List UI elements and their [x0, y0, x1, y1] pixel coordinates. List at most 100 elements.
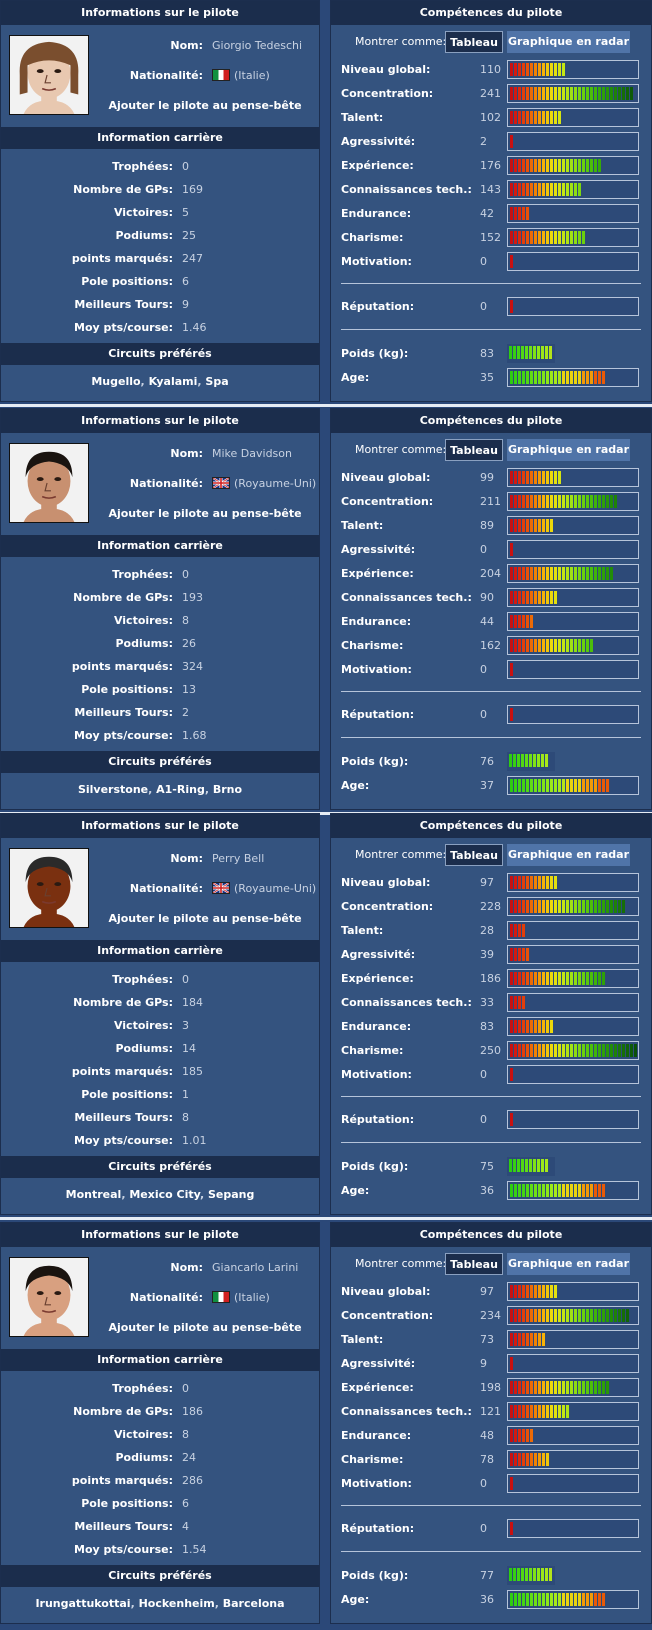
bar-segment — [518, 1285, 521, 1298]
bar-fill — [510, 1020, 553, 1033]
bar-segment — [514, 639, 517, 652]
reputation-value: 0 — [480, 1522, 487, 1535]
bar-segment — [622, 1309, 625, 1322]
bar-segment — [510, 876, 513, 889]
wins-row-label: Victoires: — [113, 206, 173, 219]
bar-segment — [526, 111, 529, 124]
bar-segment — [554, 1044, 557, 1057]
bar-fill — [510, 639, 593, 652]
bar-segment — [594, 779, 597, 792]
bar-segment — [554, 111, 557, 124]
driver-skills-panel: Compétences du pilote Montrer comme: Table… — [330, 0, 652, 402]
skill-value-charisma: 162 — [480, 639, 501, 652]
driver-portrait — [9, 443, 89, 523]
bar-segment — [586, 639, 589, 652]
bar-segment — [525, 1159, 528, 1172]
age-value: 37 — [480, 779, 494, 792]
bar-segment — [578, 1044, 581, 1057]
radar-view-button[interactable]: Graphique en radar — [507, 1253, 630, 1275]
add-to-memo-link[interactable]: Ajouter le pilote au pense-bête — [108, 912, 302, 925]
bar-segment — [510, 207, 513, 220]
table-view-button[interactable]: Tableau — [445, 439, 503, 461]
skill-bar — [507, 1590, 639, 1609]
podiums-row-label: Podiums: — [115, 637, 173, 650]
bar-segment — [510, 779, 513, 792]
bar-segment — [514, 876, 517, 889]
bar-segment — [550, 471, 553, 484]
bar-segment — [518, 1405, 521, 1418]
bar-segment — [510, 615, 513, 628]
bar-segment — [582, 1381, 585, 1394]
bar-segment — [566, 1381, 569, 1394]
bar-segment — [566, 371, 569, 384]
bar-segment — [590, 639, 593, 652]
bar-segment — [558, 495, 561, 508]
bar-segment — [558, 231, 561, 244]
bar-segment — [526, 615, 529, 628]
podiums-row-label: Podiums: — [115, 1042, 173, 1055]
bar-segment — [509, 1568, 512, 1581]
bar-segment — [542, 1333, 545, 1346]
table-view-button[interactable]: Tableau — [445, 1253, 503, 1275]
bar-segment — [518, 639, 521, 652]
table-view-button[interactable]: Tableau — [445, 31, 503, 53]
bar-segment — [526, 1593, 529, 1606]
skill-bar — [507, 660, 639, 679]
bar-segment — [549, 1568, 552, 1581]
bar-segment — [534, 87, 537, 100]
bar-segment — [522, 639, 525, 652]
add-to-memo-link[interactable]: Ajouter le pilote au pense-bête — [108, 1321, 302, 1334]
bar-segment — [518, 371, 521, 384]
radar-view-button[interactable]: Graphique en radar — [507, 31, 630, 53]
favorite-circuits: Silverstone, A1-Ring, Brno — [1, 783, 319, 796]
bar-segment — [510, 135, 513, 148]
bar-segment — [538, 371, 541, 384]
bar-segment — [554, 471, 557, 484]
bar-segment — [530, 87, 533, 100]
radar-view-button[interactable]: Graphique en radar — [507, 844, 630, 866]
bar-fill — [510, 1309, 629, 1322]
skill-value-talent: 102 — [480, 111, 501, 124]
driver-portrait — [9, 1257, 89, 1337]
bar-segment — [546, 1285, 549, 1298]
add-to-memo-link[interactable]: Ajouter le pilote au pense-bête — [108, 99, 302, 112]
bar-segment — [514, 1333, 517, 1346]
bar-fill — [510, 1044, 637, 1057]
skill-bar — [507, 1181, 639, 1200]
bar-segment — [542, 1285, 545, 1298]
trophies-row-value: 0 — [182, 160, 189, 173]
bar-segment — [518, 1044, 521, 1057]
skill-label-motivation: Motivation: — [341, 663, 412, 676]
bar-segment — [534, 1044, 537, 1057]
nationality-value: (Royaume-Uni) — [212, 477, 316, 490]
bar-segment — [578, 183, 581, 196]
skill-bar — [507, 516, 639, 535]
bar-segment — [514, 1285, 517, 1298]
skill-bar — [507, 297, 639, 316]
bar-segment — [558, 159, 561, 172]
bar-segment — [554, 159, 557, 172]
bar-segment — [610, 1309, 613, 1322]
radar-view-button[interactable]: Graphique en radar — [507, 439, 630, 461]
bar-segment — [586, 159, 589, 172]
bar-segment — [598, 1044, 601, 1057]
skill-label-aggressiveness: Agressivité: — [341, 543, 416, 556]
bar-segment — [598, 159, 601, 172]
driver-name: Giancarlo Larini — [212, 1261, 299, 1274]
bar-fill — [510, 543, 513, 556]
age-label: Age: — [341, 1184, 370, 1197]
add-to-memo-link[interactable]: Ajouter le pilote au pense-bête — [108, 507, 302, 520]
bar-segment — [530, 1285, 533, 1298]
bar-segment — [578, 972, 581, 985]
bar-segment — [558, 1044, 561, 1057]
name-label: Nom: — [170, 852, 203, 865]
bar-segment — [529, 346, 532, 359]
bar-segment — [510, 567, 513, 580]
points-row-label: points marqués: — [71, 1065, 173, 1078]
table-view-button[interactable]: Tableau — [445, 844, 503, 866]
bar-segment — [534, 876, 537, 889]
bar-segment — [510, 1113, 513, 1126]
bar-segment — [518, 779, 521, 792]
skill-bar — [507, 1402, 639, 1421]
bar-segment — [558, 63, 561, 76]
